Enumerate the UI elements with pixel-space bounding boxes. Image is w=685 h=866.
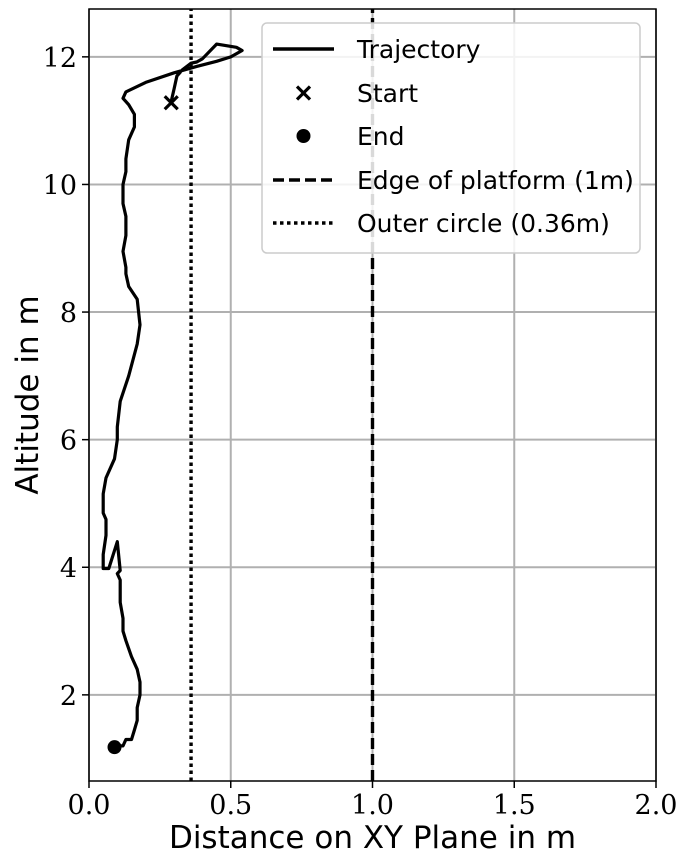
legend-label: Trajectory — [356, 35, 481, 64]
start-marker — [163, 95, 179, 111]
x-tick-label: 0.5 — [209, 790, 252, 821]
legend-box — [261, 22, 641, 254]
legend-item-trajectory: Trajectory — [273, 35, 481, 64]
marker-x-stroke — [295, 85, 312, 101]
legend-item-end: End — [296, 122, 405, 151]
axis-ticks: 0.0 0.5 1.0 1.5 2.0 2 4 6 8 10 12 — [43, 43, 678, 821]
trajectory-line — [101, 42, 244, 749]
end-marker — [107, 740, 122, 755]
legend-label: End — [357, 122, 405, 151]
x-tick-label: 2.0 — [635, 790, 678, 821]
y-tick-label: 6 — [60, 426, 77, 457]
legend-item-outer-circle: Outer circle (0.36m) — [273, 209, 610, 238]
y-axis-label: Altitude in m — [10, 295, 46, 494]
x-tick-label: 1.5 — [493, 790, 536, 821]
trajectory-series — [101, 42, 244, 749]
y-tick-label: 2 — [60, 681, 77, 712]
legend-swatch-dot — [296, 129, 311, 143]
legend-label: Start — [357, 79, 418, 108]
legend: Trajectory Start End Edge of platform (1m) O… — [261, 22, 641, 254]
y-tick-label: 8 — [60, 298, 77, 329]
legend-swatch-x — [295, 85, 312, 101]
legend-item-platform-edge: Edge of platform (1m) — [273, 166, 634, 195]
point-markers — [107, 95, 179, 755]
marker-x-stroke — [163, 95, 179, 111]
legend-label: Outer circle (0.36m) — [357, 209, 610, 238]
y-tick-label: 4 — [60, 553, 77, 584]
x-tick-label: 1.0 — [351, 790, 394, 821]
y-tick-label: 12 — [43, 43, 77, 74]
legend-item-start: Start — [295, 79, 418, 108]
x-axis-label: Distance on XY Plane in m — [169, 820, 576, 856]
legend-label: Edge of platform (1m) — [357, 166, 634, 195]
x-tick-label: 0.0 — [68, 790, 111, 821]
y-tick-label: 10 — [43, 170, 77, 201]
